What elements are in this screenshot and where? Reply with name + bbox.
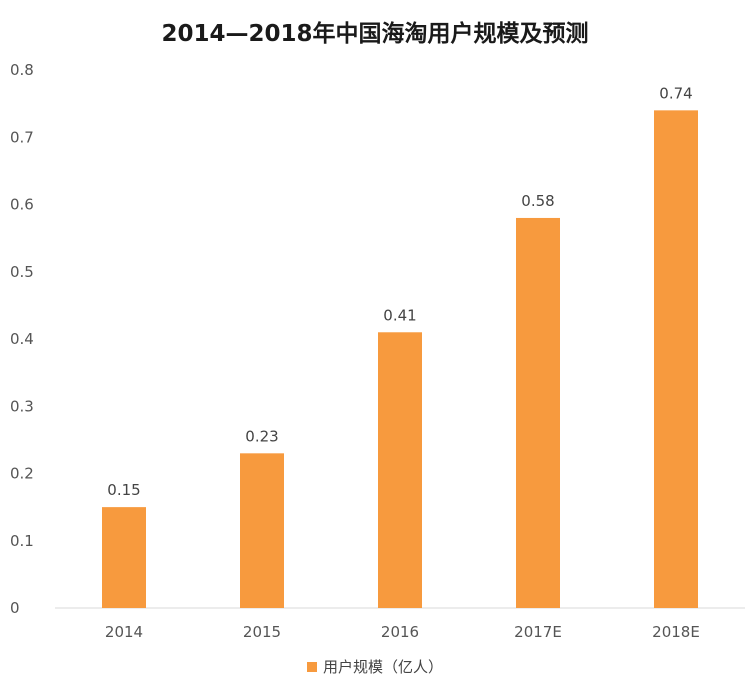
x-tick-label: 2017E [514, 623, 562, 641]
bar-2016 [378, 332, 422, 608]
legend: 用户规模（亿人） [0, 656, 750, 677]
bar-2018E [654, 110, 698, 608]
y-tick-label: 0.7 [10, 128, 34, 146]
x-tick-label: 2015 [243, 623, 281, 641]
y-tick-label: 0 [10, 599, 20, 617]
legend-label: 用户规模（亿人） [322, 658, 443, 676]
bars: 0.15 0.23 0.41 0.58 0.74 [102, 84, 698, 608]
bar-2017E [516, 217, 560, 608]
chart-title: 2014—2018年中国海淘用户规模及预测 [161, 21, 589, 47]
data-label-2015: 0.23 [245, 427, 278, 445]
y-tick-label: 0.5 [10, 263, 34, 281]
data-label-2017E: 0.58 [521, 192, 554, 210]
bar-2015 [240, 453, 284, 608]
y-axis: 0 0.1 0.2 0.3 0.4 0.5 0.6 0.7 0.8 [10, 61, 34, 617]
bar-2014 [102, 507, 146, 608]
y-tick-label: 0.1 [10, 532, 34, 550]
data-label-2018E: 0.74 [659, 84, 692, 102]
y-tick-label: 0.2 [10, 465, 34, 483]
x-axis: 2014 2015 2016 2017E 2018E [105, 623, 700, 641]
data-label-2016: 0.41 [383, 306, 416, 324]
y-tick-label: 0.6 [10, 196, 34, 214]
data-label-2014: 0.15 [107, 481, 140, 499]
y-tick-label: 0.4 [10, 330, 34, 348]
x-tick-label: 2016 [381, 623, 419, 641]
y-tick-label: 0.8 [10, 61, 34, 79]
y-tick-label: 0.3 [10, 397, 34, 415]
x-tick-label: 2014 [105, 623, 143, 641]
legend-swatch [306, 662, 317, 672]
x-tick-label: 2018E [652, 623, 700, 641]
